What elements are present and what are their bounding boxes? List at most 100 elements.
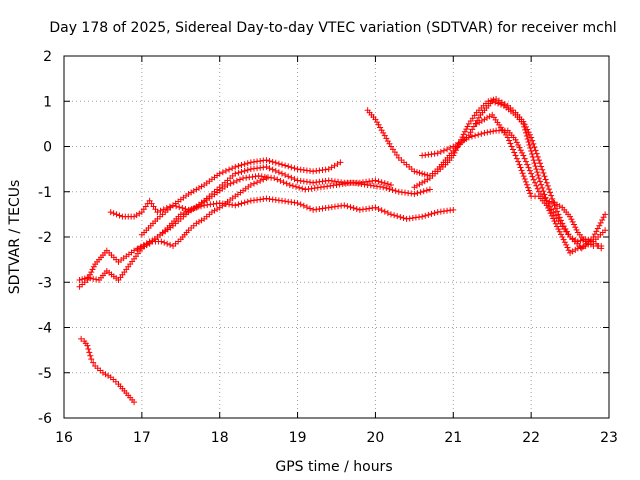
data-point	[232, 163, 239, 170]
data-point	[521, 155, 528, 162]
data-point	[86, 271, 93, 278]
data-point	[440, 147, 447, 154]
data-point	[90, 359, 97, 366]
series-track-6	[134, 175, 270, 252]
data-point	[541, 173, 548, 180]
data-point	[257, 177, 264, 184]
data-point	[254, 179, 261, 186]
data-point	[238, 162, 245, 169]
data-point	[297, 201, 304, 208]
data-point	[386, 140, 393, 147]
data-point	[87, 352, 94, 359]
data-point	[303, 204, 310, 211]
data-point	[177, 211, 184, 218]
data-point	[451, 149, 458, 156]
x-tick-label: 20	[367, 430, 385, 446]
data-point	[90, 275, 97, 282]
data-point	[378, 179, 385, 186]
data-point	[484, 129, 491, 136]
data-point	[158, 238, 165, 245]
data-point	[516, 144, 523, 151]
data-point	[599, 217, 606, 224]
data-point	[230, 179, 237, 186]
y-tick-label: 2	[43, 49, 52, 65]
data-point	[421, 171, 428, 178]
data-point	[275, 160, 282, 167]
data-point	[431, 210, 438, 217]
data-point	[577, 244, 584, 251]
data-point	[521, 175, 528, 182]
data-point	[591, 231, 598, 238]
data-point	[416, 169, 423, 176]
data-point	[241, 199, 248, 206]
data-point	[507, 140, 514, 147]
data-point	[506, 137, 513, 144]
data-point	[465, 134, 472, 141]
data-point	[238, 200, 245, 207]
data-point	[116, 212, 123, 219]
data-point	[307, 205, 314, 212]
data-point	[296, 184, 303, 191]
data-point	[544, 182, 551, 189]
data-point	[383, 135, 390, 142]
data-point	[235, 162, 242, 169]
data-point	[513, 139, 520, 146]
data-point	[372, 204, 379, 211]
data-point	[222, 167, 229, 174]
data-point	[519, 170, 526, 177]
data-point	[602, 211, 609, 218]
data-point	[509, 146, 516, 153]
data-point	[157, 207, 164, 214]
data-point	[532, 163, 539, 170]
data-point	[456, 139, 463, 146]
data-point	[260, 176, 267, 183]
data-point	[224, 181, 231, 188]
data-point	[472, 132, 479, 139]
data-point	[526, 131, 533, 138]
data-point	[596, 222, 603, 229]
plot-frame	[63, 55, 610, 419]
y-tick-label: -1	[38, 185, 52, 201]
data-point	[299, 185, 306, 192]
data-point	[549, 195, 556, 202]
data-point	[423, 187, 430, 194]
data-point	[533, 166, 540, 173]
data-point	[552, 205, 559, 212]
data-point	[535, 175, 542, 182]
data-point	[88, 356, 95, 363]
data-point	[288, 164, 295, 171]
data-point	[275, 169, 282, 176]
data-point	[537, 178, 544, 185]
x-tick-label: 16	[55, 430, 73, 446]
data-point	[490, 128, 497, 135]
data-point	[113, 211, 120, 218]
data-point	[238, 168, 245, 175]
series-track-9	[411, 95, 609, 252]
data-point	[241, 161, 248, 168]
data-point	[285, 163, 292, 170]
data-point	[388, 181, 394, 188]
series-track-4	[76, 172, 433, 290]
data-point	[134, 246, 141, 253]
data-point	[517, 164, 524, 171]
data-point	[131, 399, 138, 406]
data-point	[524, 161, 531, 168]
data-point	[291, 176, 298, 183]
data-point	[528, 170, 535, 177]
data-point	[434, 150, 441, 157]
data-point	[547, 210, 554, 217]
data-point	[533, 182, 540, 189]
data-point	[459, 134, 466, 141]
data-point	[530, 176, 537, 183]
data-point	[511, 149, 518, 156]
data-point	[520, 118, 527, 125]
series-track-3	[76, 163, 394, 283]
data-point	[563, 241, 570, 248]
data-point	[283, 180, 290, 187]
data-point	[274, 176, 281, 183]
data-point	[524, 135, 531, 142]
data-point	[520, 173, 527, 180]
data-point	[530, 157, 537, 164]
data-point	[414, 190, 421, 197]
data-point	[516, 161, 523, 168]
